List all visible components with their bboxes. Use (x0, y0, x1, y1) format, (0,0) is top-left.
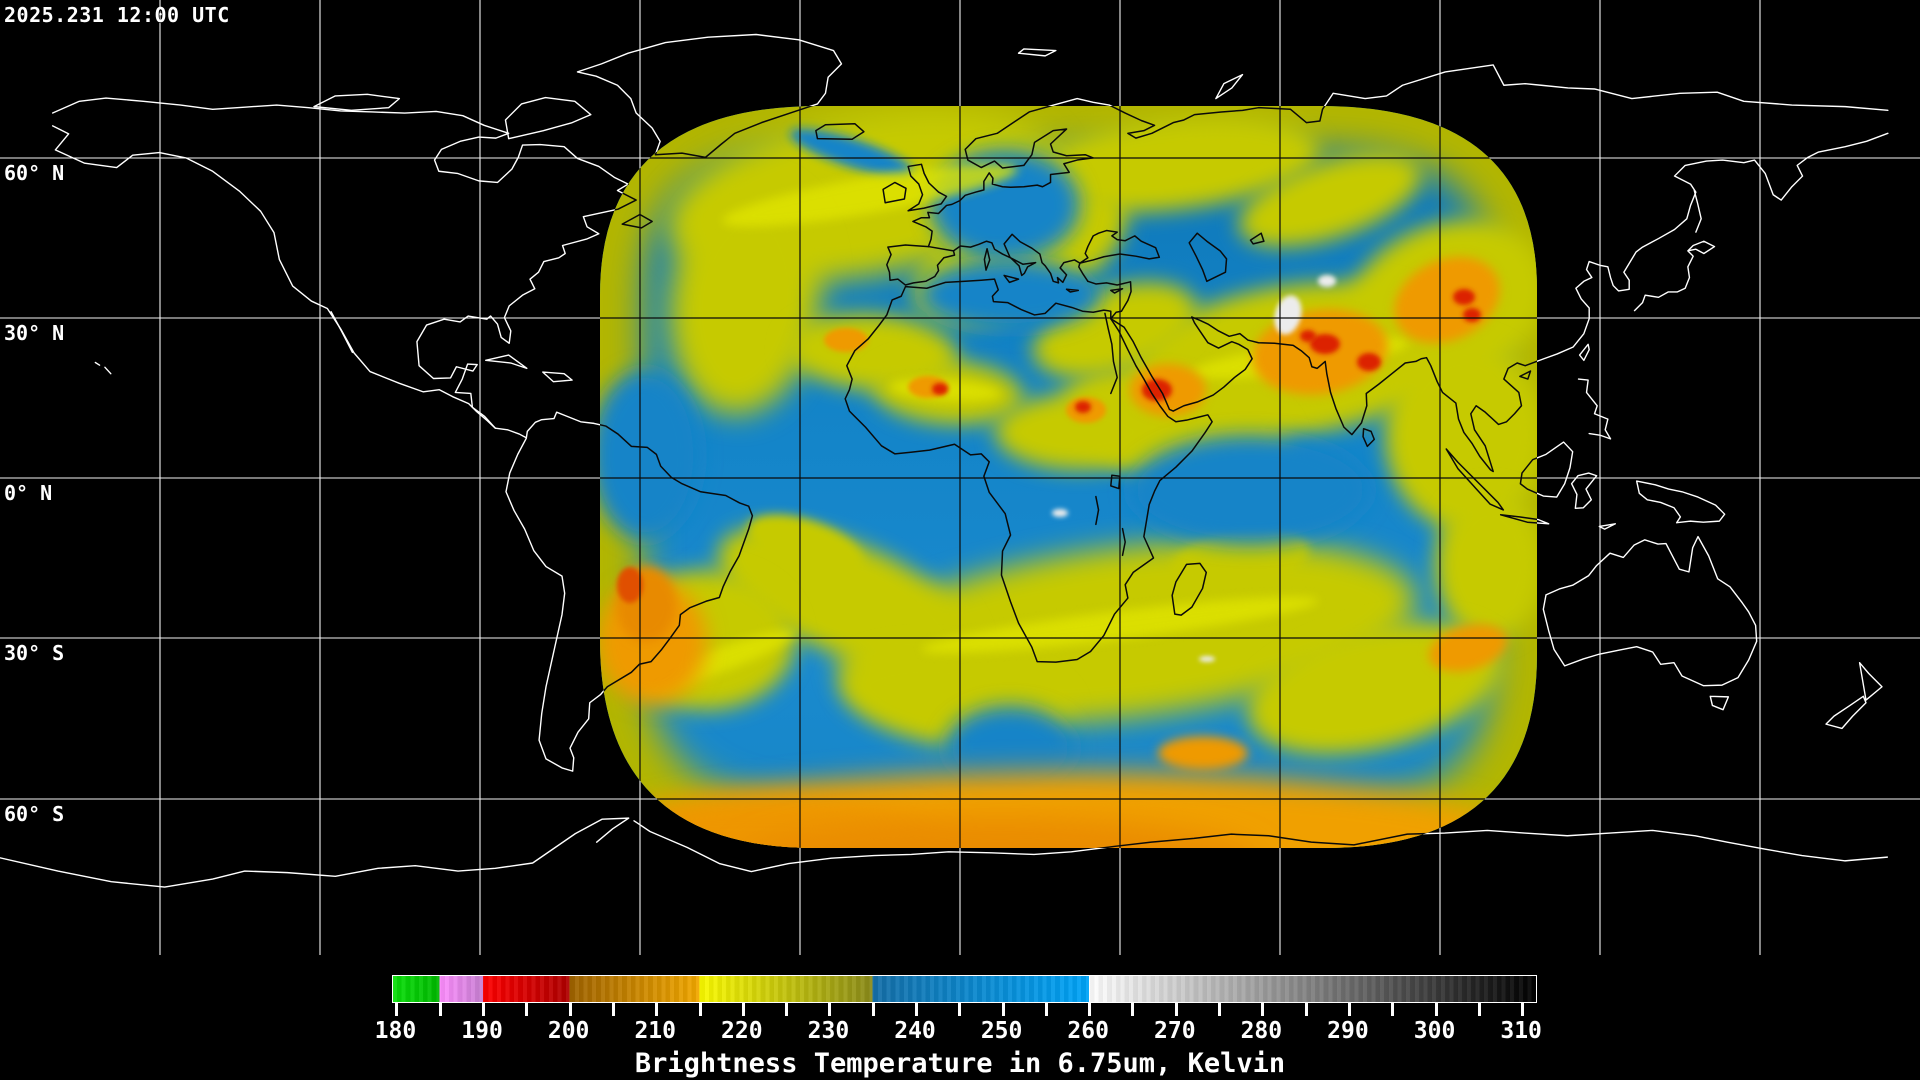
water-vapor-white-warm-spots (1052, 275, 1336, 662)
colorbar-tick (482, 1003, 486, 1016)
colorbar-tick (1088, 1003, 1092, 1016)
colorbar-tick (741, 1003, 745, 1016)
colorbar-tick-label: 290 (1327, 1018, 1369, 1044)
colorbar-tick-label: 250 (980, 1018, 1023, 1044)
timestamp-label: 2025.231 12:00 UTC (4, 3, 230, 27)
colorbar-tick-label: 190 (461, 1018, 503, 1044)
colorbar-tick (395, 1003, 399, 1016)
latitude-label: 30° N (4, 321, 65, 345)
colorbar-tick (1391, 1003, 1395, 1016)
colorbar-tick (655, 1003, 659, 1016)
colorbar-tick (1001, 1003, 1005, 1016)
colorbar-tick-label: 240 (894, 1018, 936, 1044)
colorbar-tick (871, 1003, 875, 1016)
colorbar-tick (698, 1003, 702, 1016)
colorbar-tick (958, 1003, 962, 1016)
colorbar-tick (1347, 1003, 1351, 1016)
colorbar-tick (438, 1003, 442, 1016)
colorbar-tick-label: 300 (1413, 1018, 1456, 1044)
colorbar-tick (1521, 1003, 1525, 1016)
colorbar-tick-label: 210 (634, 1018, 676, 1044)
colorbar-tick-label: 310 (1500, 1018, 1542, 1044)
world-map-svg (0, 0, 1920, 958)
colorbar-tick (611, 1003, 615, 1016)
colorbar-tick-label: 280 (1240, 1018, 1283, 1044)
latitude-label: 0° N (4, 481, 53, 505)
colorbar-tick (1434, 1003, 1438, 1016)
colorbar-tick-label: 260 (1067, 1018, 1109, 1044)
latitude-label: 60° S (4, 802, 65, 826)
colorbar-tick-label: 220 (721, 1018, 763, 1044)
colorbar-tick-label: 270 (1154, 1018, 1196, 1044)
colorbar-tick (915, 1003, 918, 1016)
colorbar-tick (1477, 1003, 1481, 1016)
colorbar-tick (785, 1003, 789, 1016)
colorbar-tick (828, 1003, 832, 1016)
colorbar-tick-label: 180 (374, 1018, 417, 1044)
colorbar-tick (1218, 1003, 1222, 1016)
colorbar-step-bands (393, 976, 1536, 1002)
colorbar-area: 180 190 200 210 220 230 240 250 260 270 280 290 300 3… (0, 955, 1920, 1080)
colorbar-tick (1044, 1003, 1048, 1016)
colorbar-gradient (392, 975, 1537, 1003)
colorbar-tick (1261, 1003, 1265, 1016)
colorbar-tick (1174, 1003, 1178, 1016)
colorbar-tick (1304, 1003, 1308, 1016)
satellite-swath (600, 106, 1537, 848)
colorbar-tick (525, 1003, 529, 1016)
latitude-label: 30° S (4, 641, 65, 665)
latitude-label: 60° N (4, 161, 65, 185)
water-vapor-red-cores (617, 289, 1481, 603)
water-vapor-blue-dry-zones (600, 128, 1370, 790)
colorbar-title: Brightness Temperature in 6.75um, Kelvin (634, 1048, 1286, 1079)
colorbar-tick (568, 1003, 572, 1016)
colorbar-tick (1131, 1003, 1135, 1016)
colorbar-tick-label: 200 (547, 1018, 590, 1044)
colorbar-tick-label: 230 (807, 1018, 850, 1044)
